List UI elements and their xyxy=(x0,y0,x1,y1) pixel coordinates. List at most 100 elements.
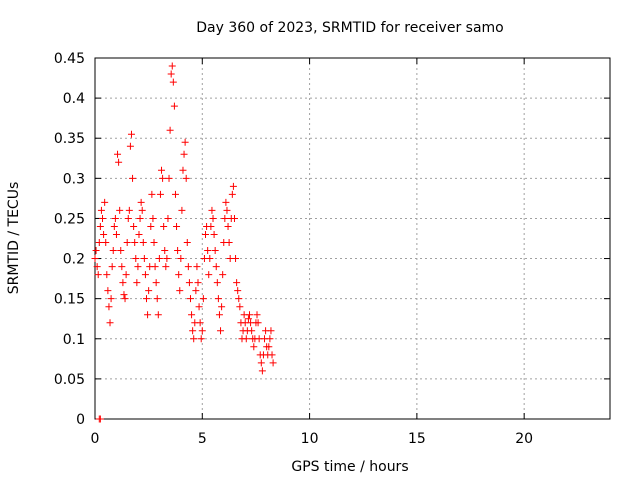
grid-lines xyxy=(95,58,610,419)
data-point xyxy=(266,335,274,343)
data-point xyxy=(207,222,215,230)
data-point xyxy=(153,295,161,303)
data-point xyxy=(109,247,117,255)
data-point xyxy=(124,214,132,222)
data-point xyxy=(120,291,128,299)
data-point xyxy=(130,222,138,230)
data-point xyxy=(156,190,164,198)
data-point xyxy=(185,279,193,287)
data-point xyxy=(149,214,157,222)
data-point xyxy=(152,279,160,287)
data-point xyxy=(265,343,273,351)
y-tick-label: 0.15 xyxy=(54,292,85,308)
data-point xyxy=(140,255,148,263)
data-point xyxy=(133,279,141,287)
data-point xyxy=(205,271,213,279)
data-point xyxy=(138,206,146,214)
data-point xyxy=(148,190,156,198)
data-point xyxy=(114,150,122,158)
x-axis-label: GPS time / hours xyxy=(291,459,408,475)
data-point xyxy=(208,206,216,214)
data-points xyxy=(91,62,277,423)
data-point xyxy=(189,327,197,335)
data-point xyxy=(107,295,115,303)
data-point xyxy=(193,263,201,271)
data-point xyxy=(170,102,178,110)
data-point xyxy=(167,70,175,78)
data-point xyxy=(154,311,162,319)
data-point xyxy=(222,198,230,206)
data-point xyxy=(143,295,150,303)
x-tick-label: 5 xyxy=(198,431,207,447)
data-point xyxy=(137,198,145,206)
data-point xyxy=(199,295,207,303)
y-tick-label: 0.35 xyxy=(54,131,85,147)
x-tick-label: 0 xyxy=(91,431,100,447)
data-point xyxy=(225,239,233,247)
data-point xyxy=(121,295,129,303)
data-point xyxy=(254,319,262,327)
data-point xyxy=(141,271,149,279)
data-point xyxy=(115,158,123,166)
data-point xyxy=(110,222,118,230)
data-point xyxy=(158,166,166,174)
data-point xyxy=(215,311,223,319)
data-point xyxy=(161,247,169,255)
data-point xyxy=(144,311,152,319)
data-point xyxy=(269,359,277,367)
data-point xyxy=(168,62,176,70)
data-point xyxy=(91,255,99,263)
data-point xyxy=(123,239,131,247)
data-point xyxy=(246,311,253,319)
data-point xyxy=(179,166,187,174)
chart-title: Day 360 of 2023, SRMTID for receiver sam… xyxy=(196,20,504,36)
data-point xyxy=(197,335,205,343)
data-point xyxy=(93,263,101,271)
data-point xyxy=(244,315,252,323)
data-point xyxy=(213,279,221,287)
data-point xyxy=(94,271,102,279)
y-tick-label: 0 xyxy=(76,412,85,428)
data-point xyxy=(211,247,219,255)
data-point xyxy=(175,271,183,279)
data-point xyxy=(176,287,184,295)
data-point xyxy=(147,222,155,230)
data-point xyxy=(224,222,232,230)
data-point xyxy=(150,239,158,247)
data-point xyxy=(132,255,140,263)
data-point xyxy=(145,287,153,295)
data-point xyxy=(218,303,226,311)
data-point xyxy=(129,174,137,182)
y-tick-label: 0.1 xyxy=(63,332,85,348)
data-point xyxy=(97,206,105,214)
data-point xyxy=(190,335,198,343)
data-point xyxy=(116,206,124,214)
data-point xyxy=(155,255,163,263)
data-point xyxy=(134,263,142,271)
data-point xyxy=(219,271,227,279)
data-point xyxy=(186,295,194,303)
data-point xyxy=(242,335,250,343)
y-tick-label: 0.45 xyxy=(54,51,85,67)
data-point xyxy=(119,279,127,287)
data-point xyxy=(105,303,113,311)
data-point xyxy=(166,126,174,134)
data-point xyxy=(108,263,116,271)
data-point xyxy=(163,255,171,263)
data-point xyxy=(223,206,231,214)
data-point xyxy=(99,214,107,222)
data-point xyxy=(217,327,225,335)
data-point xyxy=(180,150,188,158)
data-point xyxy=(171,190,179,198)
data-point xyxy=(160,222,168,230)
data-point xyxy=(183,239,191,247)
plot-frame xyxy=(94,57,611,420)
data-point xyxy=(112,230,120,238)
data-point xyxy=(212,263,220,271)
data-point xyxy=(257,359,265,367)
data-point xyxy=(125,206,133,214)
tick-labels: 0 0.05 0.1 0.15 0.2 0.25 0.3 0.35 0.4 0.45 0 5 10 15 2… xyxy=(54,51,533,447)
data-point xyxy=(248,327,256,335)
data-point xyxy=(178,206,186,214)
